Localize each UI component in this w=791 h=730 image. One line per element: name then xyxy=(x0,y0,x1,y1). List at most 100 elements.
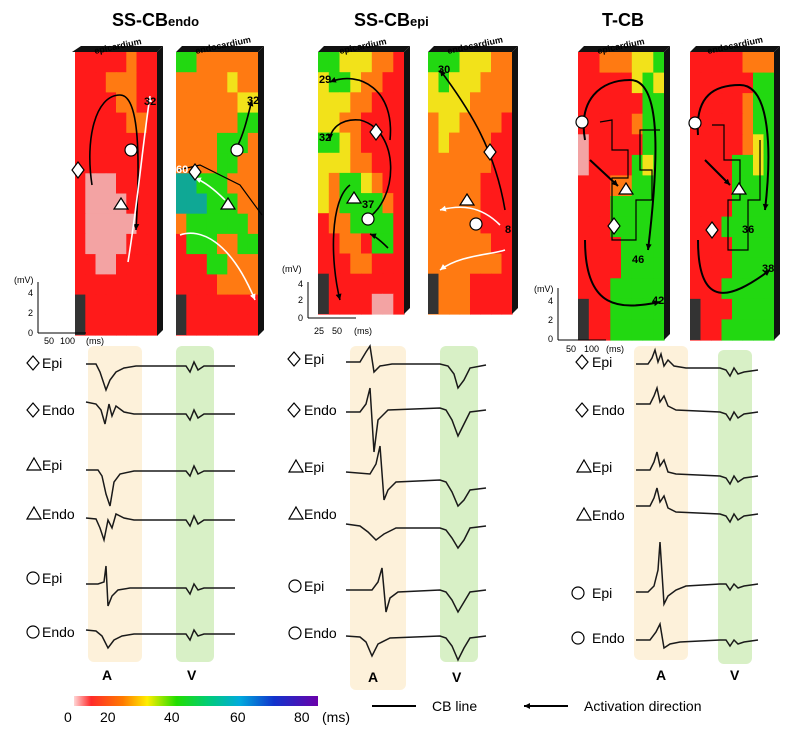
atrial-band xyxy=(634,346,688,660)
grid-cell xyxy=(753,237,765,259)
map-right-edge xyxy=(157,46,163,336)
grid-cell xyxy=(621,257,633,279)
activation-time-label: 30 xyxy=(438,64,450,76)
grid-cell xyxy=(237,112,249,134)
circle-marker-icon xyxy=(288,626,302,640)
legend-cb-line: CB line xyxy=(372,698,477,714)
grid-cell xyxy=(480,72,492,93)
grid-cell xyxy=(393,193,405,214)
grid-cell xyxy=(653,298,665,321)
grid-cell xyxy=(742,52,754,74)
grid-cell xyxy=(105,92,117,114)
grid-cell xyxy=(610,52,622,74)
grid-cell xyxy=(95,72,107,93)
grid-cell xyxy=(763,196,775,218)
grid-cell xyxy=(95,254,107,275)
grid-cell xyxy=(753,93,765,115)
grid-cell xyxy=(763,257,775,279)
grid-cell xyxy=(95,213,107,235)
band-label-a: A xyxy=(656,667,666,683)
diamond-marker-icon xyxy=(705,221,719,239)
grid-cell xyxy=(711,257,723,279)
grid-cell xyxy=(653,237,665,259)
grid-cell xyxy=(599,216,611,238)
electrogram-trace xyxy=(636,621,759,650)
panel-title: T-CB xyxy=(602,10,644,30)
grid-cell xyxy=(126,294,138,316)
grid-cell xyxy=(95,173,107,195)
lead-label: Endo xyxy=(304,402,337,418)
grid-cell xyxy=(136,254,148,275)
band-label-v: V xyxy=(730,667,740,683)
grid-cell xyxy=(721,93,733,115)
grid-cell xyxy=(480,52,492,73)
grid-cell xyxy=(371,92,384,114)
grid-cell xyxy=(449,273,461,295)
grid-cell xyxy=(721,257,733,279)
lead-label: Epi xyxy=(42,457,62,473)
grid-cell xyxy=(227,112,239,134)
grid-cell xyxy=(428,132,440,154)
grid-cell xyxy=(653,257,665,279)
grid-cell xyxy=(75,233,86,255)
grid-cell xyxy=(599,113,611,135)
grid-cell xyxy=(136,274,148,296)
triangle-marker-icon xyxy=(287,505,305,520)
grid-cell xyxy=(449,172,461,194)
grid-cell xyxy=(621,216,633,238)
triangle-marker-icon xyxy=(575,458,593,473)
grid-cell xyxy=(136,112,148,134)
grid-cell xyxy=(588,237,601,259)
lead-label: Endo xyxy=(42,402,75,418)
activation-arrow xyxy=(127,95,153,263)
grid-cell xyxy=(711,52,723,74)
grid-cell xyxy=(350,213,362,234)
colorbar: 0 20 40 60 80 (ms) xyxy=(64,696,350,725)
grid-cell xyxy=(85,294,97,316)
activation-arrow xyxy=(697,239,771,294)
grid-cell xyxy=(438,172,450,194)
grid-cell xyxy=(116,294,127,316)
grid-cell xyxy=(227,294,239,316)
electrogram-trace xyxy=(86,360,235,393)
grid-cell xyxy=(136,193,148,215)
grid-cell xyxy=(126,52,138,73)
lead-label: Endo xyxy=(592,402,625,418)
grid-cell xyxy=(393,152,405,174)
grid-cell xyxy=(136,132,148,154)
electrogram-trace xyxy=(636,451,759,486)
grid-cell xyxy=(227,153,239,174)
grid-cell xyxy=(631,216,644,238)
grid-cell xyxy=(459,92,471,114)
grid-cell xyxy=(382,213,394,234)
grid-cell xyxy=(85,193,97,215)
grid-cell xyxy=(318,233,330,255)
grid-cell xyxy=(642,257,654,279)
triangle-marker-icon xyxy=(345,190,363,204)
triangle-marker-icon xyxy=(730,181,748,195)
scale-y-unit: (mV) xyxy=(534,284,554,294)
grid-cell xyxy=(361,92,373,114)
map-endocardium: endocardium 32 60 xyxy=(176,34,264,336)
grid-cell xyxy=(95,233,107,255)
grid-cell xyxy=(428,213,440,234)
grid-cell xyxy=(247,112,259,134)
grid-cell xyxy=(631,72,644,94)
activation-arrow xyxy=(89,94,140,231)
grid-cell xyxy=(742,175,754,197)
grid-cell xyxy=(653,113,665,135)
grid-cell xyxy=(621,298,633,321)
grid-cell xyxy=(642,52,654,74)
grid-cell xyxy=(470,233,482,255)
grid-cell xyxy=(136,92,148,114)
grid-cell xyxy=(711,319,723,341)
lead-label: Endo xyxy=(304,625,337,641)
grid-cell xyxy=(186,233,198,255)
grid-cell xyxy=(621,154,633,177)
grid-cell xyxy=(75,153,86,174)
grid-cell xyxy=(501,92,513,114)
grid-cell xyxy=(186,52,198,73)
grid-cell xyxy=(732,257,744,279)
grid-cell xyxy=(459,273,471,295)
grid-cell xyxy=(382,193,394,214)
